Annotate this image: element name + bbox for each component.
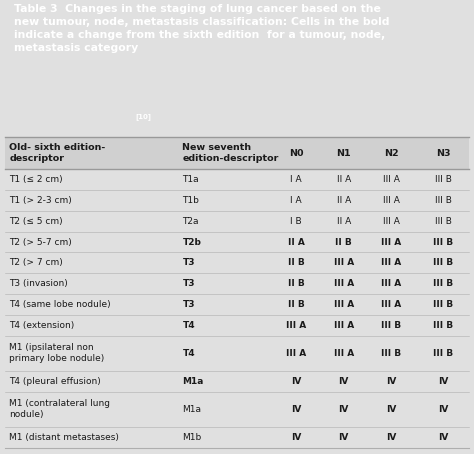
Text: IV: IV: [291, 433, 301, 442]
Text: III A: III A: [383, 217, 400, 226]
Text: II A: II A: [337, 217, 351, 226]
Text: III A: III A: [383, 196, 400, 205]
Text: Table 3  Changes in the staging of lung cancer based on the
new tumour, node, me: Table 3 Changes in the staging of lung c…: [14, 4, 390, 53]
Text: IV: IV: [291, 377, 301, 386]
Text: M1 (distant metastases): M1 (distant metastases): [9, 433, 119, 442]
Text: III A: III A: [381, 258, 401, 267]
Text: III A: III A: [334, 349, 354, 358]
Text: I B: I B: [291, 217, 302, 226]
Text: T1 (≤ 2 cm): T1 (≤ 2 cm): [9, 175, 63, 184]
Text: IV: IV: [338, 405, 349, 414]
Text: II B: II B: [335, 237, 352, 247]
Text: III A: III A: [334, 279, 354, 288]
Text: IV: IV: [338, 377, 349, 386]
Text: III B: III B: [381, 321, 401, 330]
Text: III A: III A: [286, 349, 306, 358]
Text: IV: IV: [438, 377, 448, 386]
Text: I A: I A: [291, 196, 302, 205]
Text: III B: III B: [433, 258, 453, 267]
Bar: [5, 371, 469, 392]
Text: III A: III A: [381, 279, 401, 288]
Text: I A: I A: [291, 175, 302, 184]
Text: III B: III B: [433, 300, 453, 309]
Text: IV: IV: [386, 405, 396, 414]
Text: II A: II A: [288, 237, 305, 247]
Text: T3: T3: [182, 279, 195, 288]
Text: T4: T4: [182, 349, 195, 358]
Text: T2 (> 5-7 cm): T2 (> 5-7 cm): [9, 237, 72, 247]
Bar: [5, 294, 469, 315]
Text: New seventh
edition-descriptor: New seventh edition-descriptor: [182, 143, 279, 163]
Text: T2 (> 7 cm): T2 (> 7 cm): [9, 258, 63, 267]
Text: T4 (extension): T4 (extension): [9, 321, 75, 330]
Bar: [5, 336, 469, 371]
Text: III B: III B: [435, 217, 452, 226]
Text: III A: III A: [381, 237, 401, 247]
Text: IV: IV: [438, 405, 448, 414]
Bar: [5, 252, 469, 273]
Text: N1: N1: [337, 149, 351, 158]
Bar: [5, 211, 469, 232]
Text: N0: N0: [289, 149, 303, 158]
Text: IV: IV: [386, 377, 396, 386]
Text: III A: III A: [286, 321, 306, 330]
Text: III B: III B: [433, 321, 453, 330]
Text: T3: T3: [182, 300, 195, 309]
Text: T1 (> 2-3 cm): T1 (> 2-3 cm): [9, 196, 72, 205]
Text: III B: III B: [433, 279, 453, 288]
Text: II B: II B: [288, 279, 305, 288]
Text: T2 (≤ 5 cm): T2 (≤ 5 cm): [9, 217, 63, 226]
Text: T4 (same lobe nodule): T4 (same lobe nodule): [9, 300, 111, 309]
Text: III B: III B: [435, 196, 452, 205]
Text: III A: III A: [383, 175, 400, 184]
Text: T4: T4: [182, 321, 195, 330]
Text: T2a: T2a: [182, 217, 199, 226]
Text: III B: III B: [435, 175, 452, 184]
Text: N3: N3: [436, 149, 450, 158]
Bar: [5, 273, 469, 294]
Text: T2b: T2b: [182, 237, 201, 247]
Text: Old- sixth edition-
descriptor: Old- sixth edition- descriptor: [9, 143, 106, 163]
Text: N2: N2: [384, 149, 398, 158]
Text: [10]: [10]: [135, 113, 151, 120]
Text: III B: III B: [381, 349, 401, 358]
Text: IV: IV: [291, 405, 301, 414]
Bar: [5, 315, 469, 336]
Text: IV: IV: [386, 433, 396, 442]
Text: III B: III B: [433, 237, 453, 247]
Text: IV: IV: [338, 433, 349, 442]
Text: T3: T3: [182, 258, 195, 267]
Text: T1a: T1a: [182, 175, 199, 184]
Text: III A: III A: [381, 300, 401, 309]
Text: II B: II B: [288, 300, 305, 309]
Text: IV: IV: [438, 433, 448, 442]
Text: M1 (contralateral lung
nodule): M1 (contralateral lung nodule): [9, 400, 110, 419]
Text: M1b: M1b: [182, 433, 202, 442]
Text: T4 (pleural effusion): T4 (pleural effusion): [9, 377, 101, 386]
Text: III B: III B: [433, 349, 453, 358]
Bar: [5, 190, 469, 211]
Text: II B: II B: [288, 258, 305, 267]
Text: M1 (ipsilateral non
primary lobe nodule): M1 (ipsilateral non primary lobe nodule): [9, 343, 105, 363]
Text: M1a: M1a: [182, 377, 204, 386]
Bar: [5, 232, 469, 252]
Bar: [5, 137, 469, 169]
Bar: [5, 392, 469, 427]
Bar: [5, 169, 469, 190]
Text: II A: II A: [337, 175, 351, 184]
Text: II A: II A: [337, 196, 351, 205]
Text: III A: III A: [334, 321, 354, 330]
Text: III A: III A: [334, 258, 354, 267]
Text: T1b: T1b: [182, 196, 200, 205]
Bar: [5, 427, 469, 448]
Text: M1a: M1a: [182, 405, 201, 414]
Text: III A: III A: [334, 300, 354, 309]
Text: T3 (invasion): T3 (invasion): [9, 279, 68, 288]
